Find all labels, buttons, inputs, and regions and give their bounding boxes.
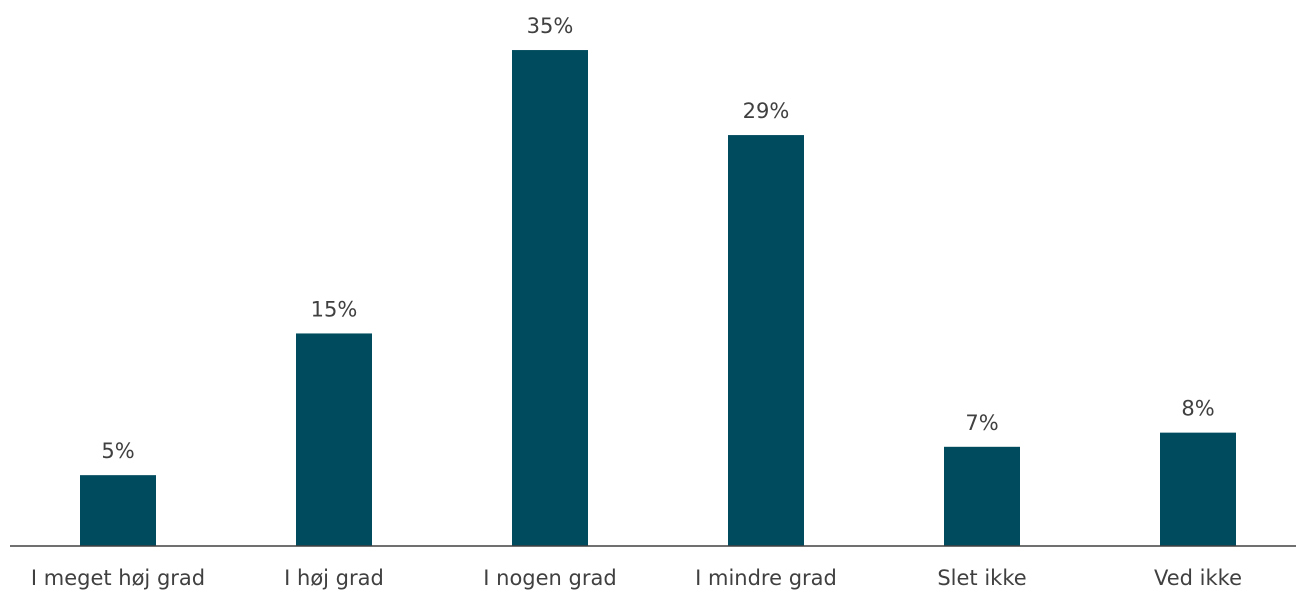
category-label: I mindre grad <box>695 566 837 590</box>
bar <box>1160 432 1236 546</box>
bar <box>728 135 804 546</box>
value-label: 8% <box>1181 397 1214 421</box>
bars-group <box>80 50 1236 547</box>
value-label: 7% <box>965 411 998 435</box>
value-label: 35% <box>527 14 574 38</box>
value-labels-group: 5% 15% 35% 29% 7% 8% <box>101 14 1214 463</box>
value-label: 29% <box>743 99 790 123</box>
value-label: 5% <box>101 439 134 463</box>
bar <box>296 333 372 546</box>
value-label: 15% <box>311 297 358 321</box>
bar <box>80 475 156 546</box>
category-label: I nogen grad <box>483 566 616 590</box>
bar <box>944 446 1020 546</box>
category-labels-group: I meget høj grad I høj grad I nogen grad I … <box>31 566 1242 590</box>
category-label: Ved ikke <box>1154 566 1242 590</box>
category-label: I meget høj grad <box>31 566 205 590</box>
category-label: I høj grad <box>284 566 384 590</box>
bar <box>512 50 588 547</box>
category-label: Slet ikke <box>937 566 1026 590</box>
